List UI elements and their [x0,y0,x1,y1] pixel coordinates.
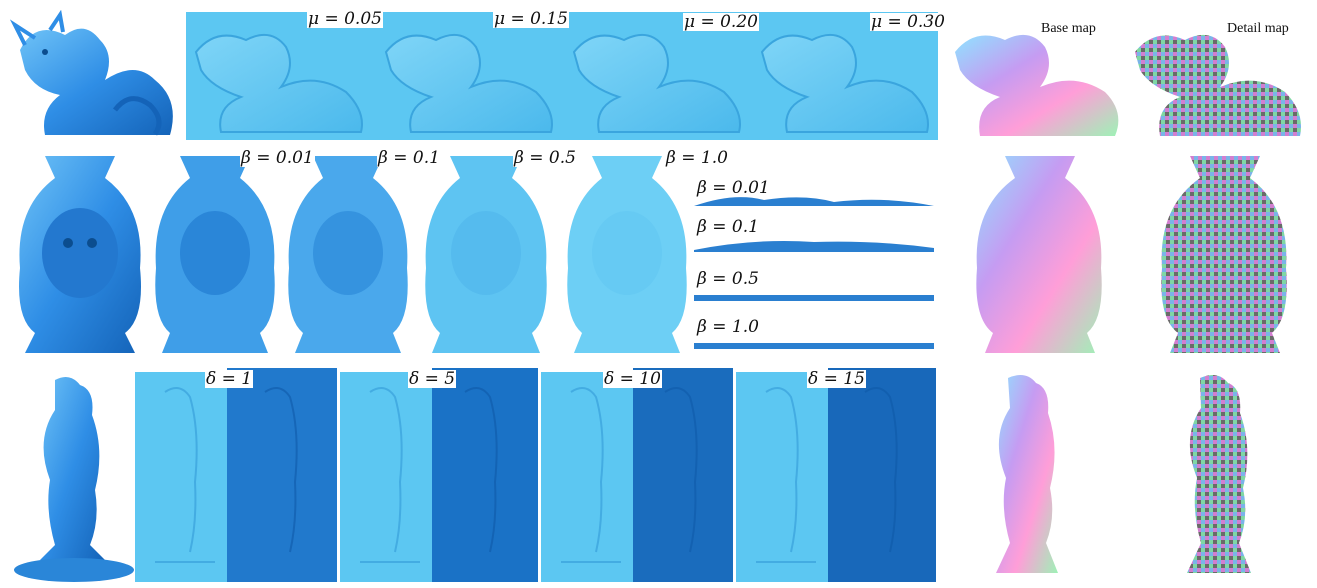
couple-relief-light-3 [541,372,633,582]
detail-map-label: Detail map [1224,20,1292,38]
dragon-detail-map [1125,12,1310,140]
couple-relief-light-4 [736,372,828,582]
dragon-relief-1 [186,12,376,140]
couple-base-map [978,368,1078,583]
delta-label-3: δ = 10 [603,369,662,389]
couple-relief-dark-1 [227,368,337,582]
couple-detail-map [1165,368,1275,583]
couple-relief-dark-4 [828,368,936,582]
lion-relief-1 [150,148,280,360]
beta-label-2: β = 0.1 [377,148,441,168]
lion-detail-map [1150,148,1300,360]
couple-model-image [10,370,138,585]
beta-label-4: β = 1.0 [665,148,729,168]
profile-label-1: β = 0.01 [697,178,770,198]
dragon-relief-4 [752,12,938,140]
base-map-label: Base map [1038,20,1099,38]
dragon-relief-2 [376,12,564,140]
dragon-base-map [945,12,1125,140]
delta-label-4: δ = 15 [807,369,866,389]
profile-strip-2 [694,234,934,252]
delta-label-1: δ = 1 [205,369,254,389]
mu-label-3: μ = 0.20 [683,12,759,32]
delta-label-2: δ = 5 [408,369,457,389]
profile-label-2: β = 0.1 [697,217,759,237]
couple-relief-outlines [155,387,898,563]
mu-label-2: μ = 0.15 [493,9,569,29]
dragon-model-image [5,10,185,140]
couple-relief-light-1 [135,372,227,582]
mu-label-1: μ = 0.05 [307,9,383,29]
lion-base-map [965,148,1115,360]
couple-relief-dark-2 [432,368,538,582]
profile-strip-1 [694,190,934,208]
profile-label-4: β = 1.0 [697,317,759,337]
beta-label-3: β = 0.5 [513,148,577,168]
mu-label-4: μ = 0.30 [870,12,946,32]
couple-relief-dark-3 [633,368,733,582]
lion-vase-model-image [10,148,150,360]
lion-relief-2 [283,148,415,360]
profile-label-3: β = 0.5 [697,269,759,289]
profile-strip-3 [694,294,934,302]
lion-relief-3 [418,148,556,360]
dragon-relief-3 [564,12,752,140]
lion-relief-4 [560,148,695,360]
couple-relief-light-2 [340,372,432,582]
profile-strip-4 [694,342,934,350]
beta-label-1: β = 0.01 [240,148,315,168]
